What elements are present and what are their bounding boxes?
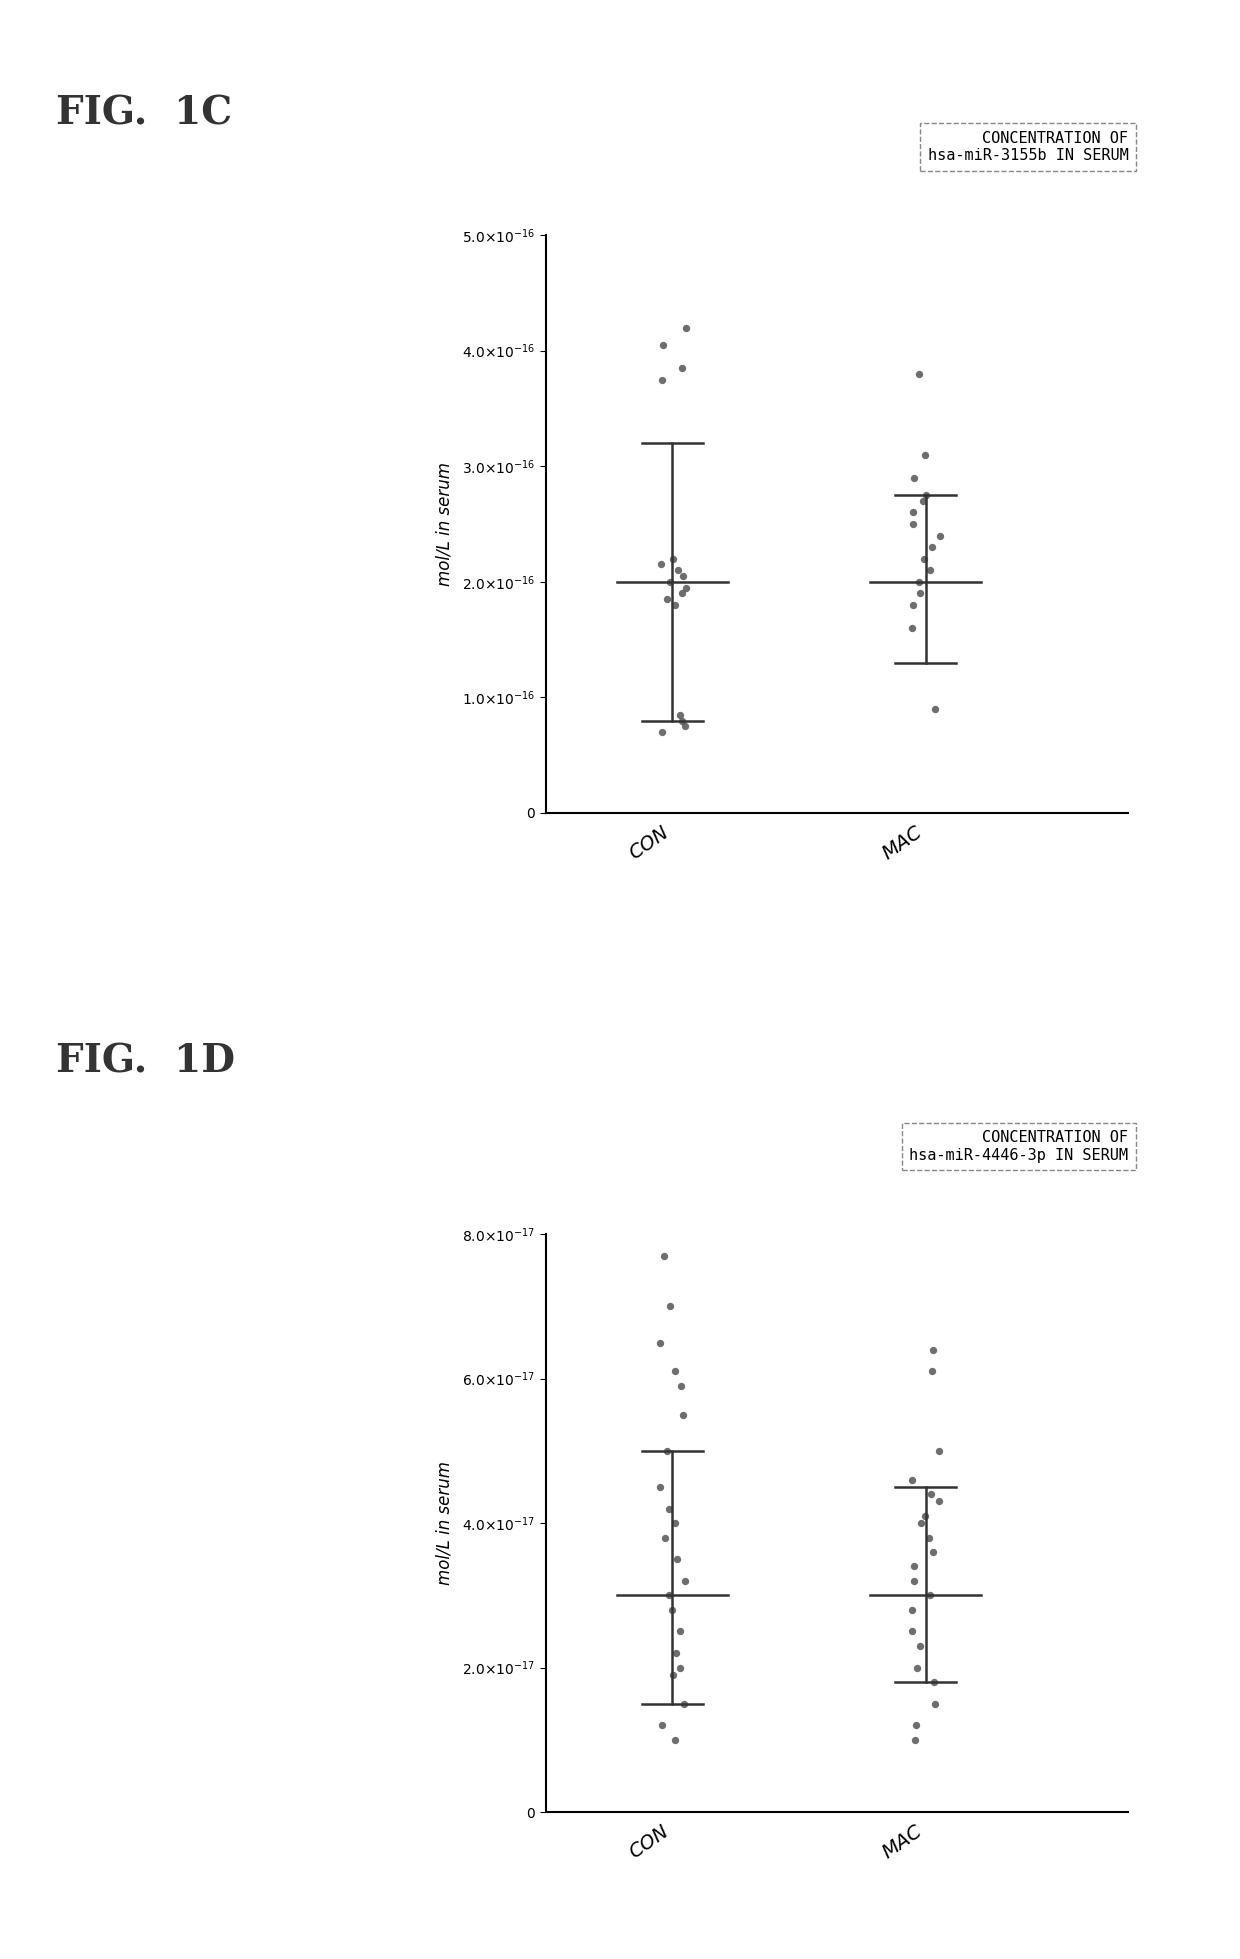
Point	[662, 1595, 682, 1626]
Point	[924, 1667, 944, 1698]
Point	[923, 1536, 942, 1567]
Point	[660, 1493, 680, 1524]
Point	[904, 1565, 924, 1597]
Point	[651, 549, 671, 580]
Point	[909, 358, 929, 390]
Point	[655, 1240, 675, 1271]
Point	[657, 1436, 677, 1467]
Point	[905, 1724, 925, 1755]
Point	[913, 486, 932, 517]
Point	[676, 711, 696, 742]
Y-axis label: mol/L in serum: mol/L in serum	[435, 462, 454, 586]
Point	[670, 699, 689, 731]
Point	[921, 1479, 941, 1510]
Point	[652, 1710, 672, 1742]
Point	[666, 1638, 686, 1669]
Point	[904, 1552, 924, 1583]
Point	[903, 498, 923, 529]
Point	[655, 1522, 675, 1553]
Point	[910, 578, 930, 609]
Point	[667, 1544, 687, 1575]
Point	[904, 509, 924, 541]
Point	[670, 1651, 689, 1683]
Point	[920, 554, 940, 586]
Point	[673, 560, 693, 592]
Point	[904, 462, 924, 494]
Point	[665, 590, 684, 621]
Point	[925, 1689, 945, 1720]
Point	[923, 1334, 942, 1365]
Point	[660, 566, 680, 597]
Point	[903, 590, 923, 621]
Point	[920, 1579, 940, 1610]
Point	[672, 705, 692, 737]
Point	[662, 543, 682, 574]
Point	[676, 572, 696, 603]
Point	[653, 329, 673, 360]
Point	[921, 1356, 941, 1387]
Point	[901, 1616, 921, 1648]
Text: CONCENTRATION OF
hsa-miR-4446-3p IN SERUM: CONCENTRATION OF hsa-miR-4446-3p IN SERU…	[909, 1130, 1128, 1162]
Point	[906, 1651, 926, 1683]
Point	[672, 353, 692, 384]
Point	[657, 584, 677, 615]
Point	[668, 554, 688, 586]
Point	[675, 1689, 694, 1720]
Point	[911, 1508, 931, 1540]
Point	[921, 531, 941, 562]
Point	[651, 1471, 671, 1503]
Point	[660, 1579, 680, 1610]
Text: FIG.  1D: FIG. 1D	[56, 1042, 234, 1079]
Point	[665, 1508, 684, 1540]
Point	[916, 480, 936, 511]
Point	[662, 1659, 682, 1691]
Point	[660, 1291, 680, 1322]
Point	[651, 717, 671, 748]
Point	[665, 1356, 684, 1387]
Point	[929, 1436, 949, 1467]
Text: FIG.  1C: FIG. 1C	[56, 94, 232, 131]
Point	[671, 1369, 691, 1401]
Point	[915, 439, 935, 470]
Point	[671, 1616, 691, 1648]
Point	[930, 519, 950, 550]
Text: CONCENTRATION OF
hsa-miR-3155b IN SERUM: CONCENTRATION OF hsa-miR-3155b IN SERUM	[928, 131, 1128, 163]
Point	[905, 1710, 925, 1742]
Y-axis label: mol/L in serum: mol/L in serum	[435, 1461, 454, 1585]
Point	[903, 613, 923, 645]
Point	[914, 543, 934, 574]
Point	[652, 364, 672, 396]
Point	[915, 1501, 935, 1532]
Point	[675, 1565, 694, 1597]
Point	[903, 1463, 923, 1495]
Point	[925, 693, 945, 725]
Point	[901, 1595, 921, 1626]
Point	[910, 1630, 930, 1661]
Point	[909, 566, 929, 597]
Point	[673, 1399, 693, 1430]
Point	[672, 578, 692, 609]
Point	[650, 1326, 670, 1358]
Point	[666, 1724, 686, 1755]
Point	[929, 1485, 949, 1516]
Point	[919, 1522, 939, 1553]
Point	[676, 311, 696, 343]
